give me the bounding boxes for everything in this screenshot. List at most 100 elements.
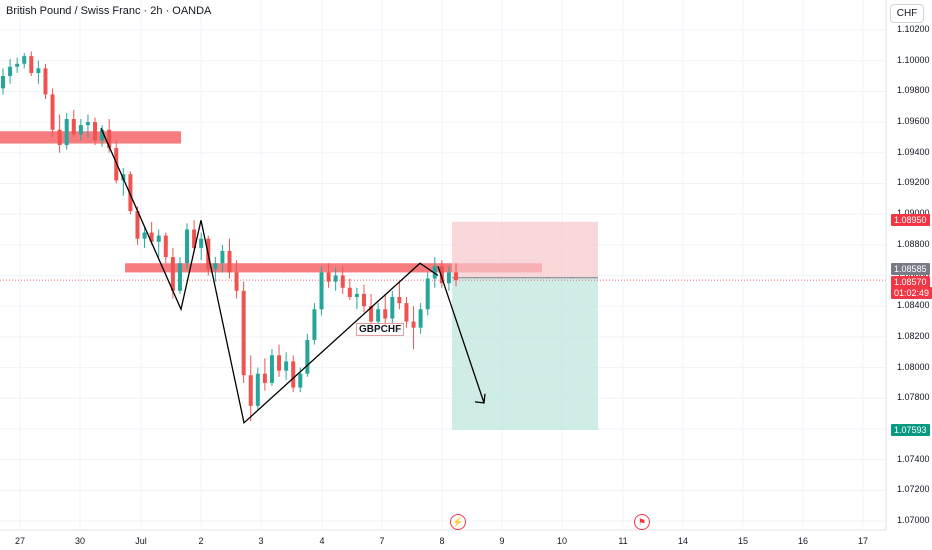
price-tick-label: 1.09400 xyxy=(897,146,930,157)
candle xyxy=(71,109,76,138)
candle-body xyxy=(390,296,395,319)
candle-body xyxy=(156,235,161,242)
target-high-label: 1.08950 xyxy=(891,214,930,226)
price-tick-label: 1.08000 xyxy=(897,361,930,372)
candle-body xyxy=(227,250,232,273)
candle xyxy=(439,260,444,288)
flag-icon[interactable]: ⚑ xyxy=(634,514,650,530)
candle-body xyxy=(185,229,190,264)
candle-body xyxy=(305,339,310,374)
time-tick-label: Jul xyxy=(135,536,147,546)
candle-body xyxy=(71,118,76,135)
price-tick-label: 1.09600 xyxy=(897,116,930,127)
candle xyxy=(192,220,197,253)
candle-body xyxy=(361,293,366,307)
candle-body xyxy=(15,63,20,67)
candle xyxy=(333,267,338,291)
price-tick-label: 1.07400 xyxy=(897,453,930,464)
time-tick-label: 27 xyxy=(14,536,26,546)
time-tick-label: 4 xyxy=(319,536,325,546)
time-tick-label: 7 xyxy=(379,536,385,546)
candle xyxy=(383,293,388,325)
candle-body xyxy=(8,66,13,77)
candle-body xyxy=(64,118,69,146)
candle xyxy=(163,232,168,264)
time-tick-label: 15 xyxy=(737,536,749,546)
candle xyxy=(390,290,395,325)
candle xyxy=(57,114,62,153)
candle xyxy=(255,367,260,411)
candle-body xyxy=(107,129,112,149)
candle-body xyxy=(439,266,444,284)
candle-body xyxy=(36,68,41,73)
candle-body xyxy=(298,373,303,388)
candle-body xyxy=(57,129,62,146)
candle-body xyxy=(100,129,105,141)
candle-body xyxy=(255,373,260,406)
candle xyxy=(64,112,69,150)
candle xyxy=(100,125,105,147)
candle-body xyxy=(383,309,388,319)
time-tick-label: 8 xyxy=(439,536,445,546)
candle xyxy=(128,171,133,215)
candle-body xyxy=(397,296,402,304)
candle xyxy=(50,88,55,138)
candle-body xyxy=(277,355,282,371)
current-price-label: 1.08570 xyxy=(891,276,930,288)
candle-body xyxy=(85,122,90,126)
candle-body xyxy=(446,272,451,284)
candle-body xyxy=(142,232,147,239)
candle xyxy=(199,232,204,261)
candle xyxy=(312,303,317,345)
candle xyxy=(135,206,140,245)
candle xyxy=(213,257,218,282)
candle xyxy=(149,221,154,245)
candle xyxy=(8,59,13,84)
position-target-zone xyxy=(452,277,598,431)
candle-body xyxy=(93,122,98,141)
candle xyxy=(397,281,402,310)
time-tick-label: 16 xyxy=(797,536,809,546)
candle xyxy=(347,278,352,301)
candle xyxy=(93,117,98,146)
candle xyxy=(284,352,289,380)
pattern-label: GBPCHF xyxy=(356,323,405,336)
candle xyxy=(418,303,423,334)
candle xyxy=(185,223,190,270)
candle-body xyxy=(1,76,5,89)
candle xyxy=(369,293,374,328)
candle-body xyxy=(22,56,27,64)
resistance-zone xyxy=(125,263,542,273)
projection-arrow-head xyxy=(474,393,486,404)
candle xyxy=(29,51,34,77)
price-tick-label: 1.08400 xyxy=(897,300,930,311)
currency-selector[interactable]: CHF xyxy=(890,4,924,23)
candle-body xyxy=(347,287,352,297)
time-tick-label: 2 xyxy=(198,536,204,546)
candles-layer xyxy=(1,51,458,422)
candle-body xyxy=(404,303,409,322)
supply-zone-upper xyxy=(0,131,181,144)
flash-icon[interactable]: ⚡ xyxy=(450,514,466,530)
candle xyxy=(326,263,331,288)
price-tick-label: 1.08200 xyxy=(897,330,930,341)
candle xyxy=(177,257,182,294)
candle-body xyxy=(333,275,338,282)
price-tick-label: 1.07800 xyxy=(897,392,930,403)
candle xyxy=(354,287,359,310)
candle xyxy=(425,272,430,316)
candle xyxy=(1,68,5,95)
candle xyxy=(446,266,451,291)
candle xyxy=(432,257,437,288)
candle-body xyxy=(454,272,458,281)
candle xyxy=(269,349,274,386)
candle xyxy=(404,296,409,328)
price-tick-label: 1.09000 xyxy=(897,208,930,218)
candle xyxy=(15,57,20,73)
candle-body xyxy=(128,174,133,212)
chart-title: British Pound / Swiss Franc · 2h · OANDA xyxy=(6,5,212,17)
candle xyxy=(227,238,232,279)
time-tick-label: 10 xyxy=(556,536,568,546)
candle-body xyxy=(135,211,140,239)
